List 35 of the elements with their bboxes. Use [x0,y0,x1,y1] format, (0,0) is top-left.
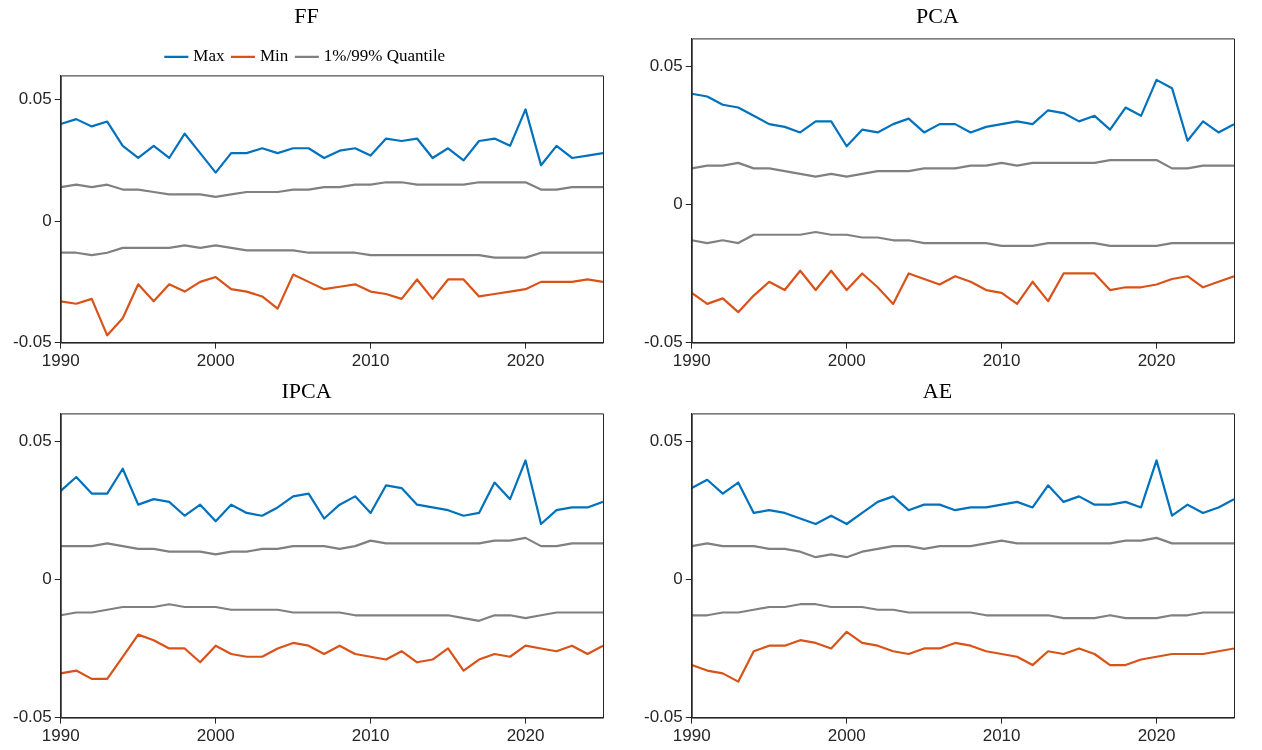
y-tick-label: -0.05 [13,332,52,352]
y-tick-label: 0.05 [18,89,52,109]
y-tick-label: 0.05 [18,430,52,450]
x-tick-label: 2020 [506,351,545,371]
legend-label: 1%/99% Quantile [323,46,446,66]
x-tick-label: 2010 [351,351,390,371]
legend-label: Min [259,46,289,66]
x-tick-label: 2000 [827,351,866,371]
y-tick-label: 0 [673,569,683,589]
y-tick-label: -0.05 [13,707,52,727]
y-tick-label: 0 [42,569,52,589]
x-tick-label: 2020 [1137,351,1176,371]
x-tick-label: 2010 [351,726,390,746]
x-tick-label: 1990 [41,726,80,746]
y-tick-label: 0 [42,210,52,230]
x-tick-label: 1990 [672,351,711,371]
y-tick-label: -0.05 [644,707,683,727]
x-tick-label: 2010 [982,726,1021,746]
y-tick-label: -0.05 [644,332,683,352]
x-tick-label: 1990 [672,726,711,746]
x-tick-label: 2000 [196,351,235,371]
legend-label: Max [193,46,225,66]
chart-title: FF [294,2,319,28]
chart-title: PCA [916,2,960,28]
chart-title: IPCA [281,377,332,403]
y-tick-label: 0.05 [649,55,683,75]
x-tick-label: 2000 [827,726,866,746]
x-tick-label: 2010 [982,351,1021,371]
y-tick-label: 0.05 [649,430,683,450]
x-tick-label: 2000 [196,726,235,746]
x-tick-label: 2020 [506,726,545,746]
chart-title: AE [922,377,953,403]
x-tick-label: 1990 [41,351,80,371]
y-tick-label: 0 [673,194,683,214]
x-tick-label: 2020 [1137,726,1176,746]
